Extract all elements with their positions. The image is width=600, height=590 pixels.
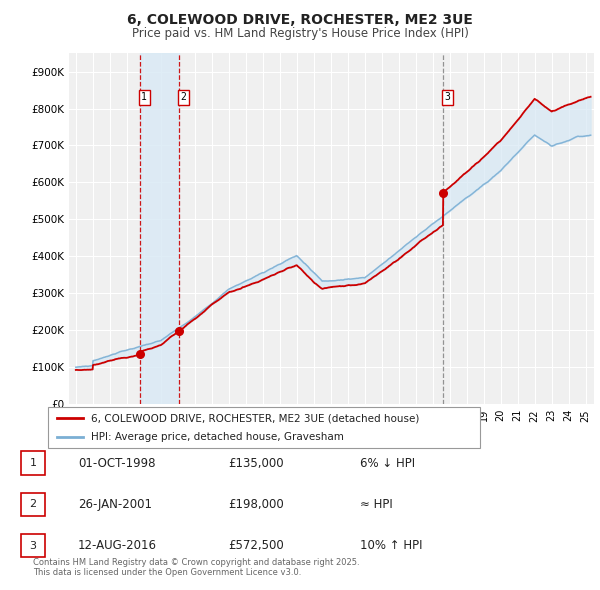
Text: Contains HM Land Registry data © Crown copyright and database right 2025.
This d: Contains HM Land Registry data © Crown c… [33, 558, 359, 577]
Text: £198,000: £198,000 [228, 498, 284, 511]
Text: £135,000: £135,000 [228, 457, 284, 470]
Text: 2: 2 [181, 93, 187, 103]
Text: 01-OCT-1998: 01-OCT-1998 [78, 457, 155, 470]
Text: ≈ HPI: ≈ HPI [360, 498, 393, 511]
Text: Price paid vs. HM Land Registry's House Price Index (HPI): Price paid vs. HM Land Registry's House … [131, 27, 469, 40]
FancyBboxPatch shape [21, 534, 45, 558]
Text: 10% ↑ HPI: 10% ↑ HPI [360, 539, 422, 552]
Text: 12-AUG-2016: 12-AUG-2016 [78, 539, 157, 552]
FancyBboxPatch shape [21, 451, 45, 475]
Text: 26-JAN-2001: 26-JAN-2001 [78, 498, 152, 511]
Text: 6% ↓ HPI: 6% ↓ HPI [360, 457, 415, 470]
Text: 1: 1 [141, 93, 147, 103]
Text: 6, COLEWOOD DRIVE, ROCHESTER, ME2 3UE: 6, COLEWOOD DRIVE, ROCHESTER, ME2 3UE [127, 13, 473, 27]
FancyBboxPatch shape [21, 493, 45, 516]
Text: 3: 3 [445, 93, 451, 103]
Bar [140, 53, 179, 404]
Text: 2: 2 [29, 500, 37, 509]
Text: £572,500: £572,500 [228, 539, 284, 552]
FancyBboxPatch shape [48, 407, 480, 448]
Text: 6, COLEWOOD DRIVE, ROCHESTER, ME2 3UE (detached house): 6, COLEWOOD DRIVE, ROCHESTER, ME2 3UE (d… [91, 413, 419, 423]
Text: 3: 3 [29, 541, 37, 550]
Text: 1: 1 [29, 458, 37, 468]
Text: HPI: Average price, detached house, Gravesham: HPI: Average price, detached house, Grav… [91, 432, 344, 442]
